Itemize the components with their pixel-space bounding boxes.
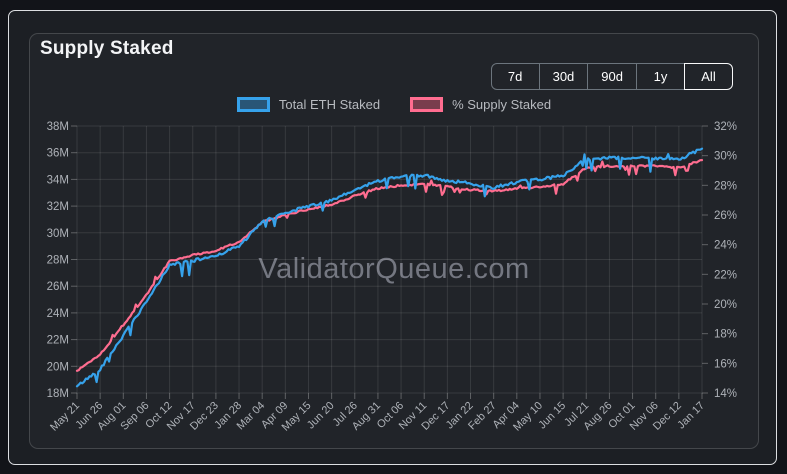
right-axis-tick-label: 22% — [714, 269, 737, 281]
legend-item-percent-supply-staked[interactable]: % Supply Staked — [410, 97, 551, 112]
left-axis-tick-label: 36M — [47, 148, 69, 160]
legend-label: Total ETH Staked — [278, 97, 381, 112]
left-axis-labels: 18M 20M 22M 24M 26M 28M 30M 32M 34M 36M 38M — [47, 121, 69, 400]
series-line-total-eth-staked — [75, 147, 704, 388]
left-axis-tick-label: 24M — [47, 308, 69, 320]
right-axis-tick-label: 16% — [714, 358, 737, 370]
left-axis-tick-label: 20M — [47, 361, 69, 373]
legend-swatch — [410, 97, 444, 112]
right-axis-tick-label: 24% — [714, 240, 737, 252]
left-axis-tick-label: 34M — [47, 174, 69, 186]
left-axis-tick-label: 26M — [47, 281, 69, 293]
left-axis-tick-label: 30M — [47, 228, 69, 240]
right-axis-labels: 14% 16% 18% 20% 22% 24% 26% 28% 30% 32% — [714, 121, 737, 400]
right-axis-tick-label: 28% — [714, 180, 737, 192]
outer-panel: Supply Staked 7d 30d 90d 1y All Total ETH St… — [8, 10, 777, 465]
left-axis-tick-label: 22M — [47, 335, 69, 347]
series-line-percent-supply-staked — [75, 159, 704, 372]
supply-staked-chart[interactable]: 18M20M22M24M26M28M30M32M34M36M38M14%16%1… — [30, 34, 760, 450]
right-axis-tick-label: 30% — [714, 151, 737, 163]
chart-legend: Total ETH Staked % Supply Staked — [30, 97, 758, 112]
axis-ticks — [71, 125, 708, 399]
right-axis-tick-label: 20% — [714, 299, 737, 311]
chart-gridlines — [76, 125, 703, 394]
left-axis-tick-label: 32M — [47, 201, 69, 213]
x-axis-tick-label: May 21 — [48, 400, 82, 434]
page-title: Supply Staked — [40, 38, 174, 59]
right-axis-tick-label: 18% — [714, 329, 737, 341]
legend-item-total-eth-staked[interactable]: Total ETH Staked — [236, 97, 381, 112]
supply-staked-card: Supply Staked 7d 30d 90d 1y All Total ETH St… — [29, 33, 759, 449]
right-axis-tick-label: 26% — [714, 210, 737, 222]
right-axis-tick-label: 32% — [714, 121, 737, 133]
left-axis-tick-label: 28M — [47, 255, 69, 267]
left-axis-tick-label: 18M — [47, 388, 69, 400]
left-axis-tick-label: 38M — [47, 121, 69, 133]
time-range-button-group: 7d 30d 90d 1y All — [490, 63, 733, 90]
legend-label: % Supply Staked — [452, 97, 552, 112]
right-axis-tick-label: 14% — [714, 388, 737, 400]
legend-swatch — [236, 97, 270, 112]
range-button-all[interactable]: All — [684, 63, 733, 90]
